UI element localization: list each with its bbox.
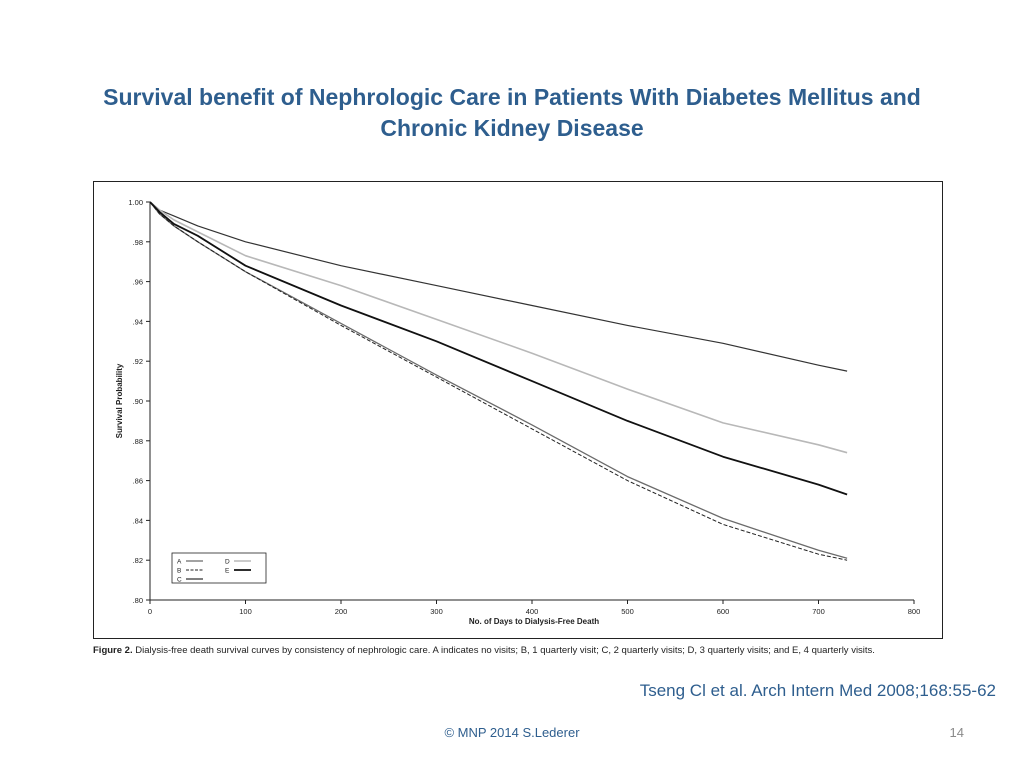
- figure-caption: Figure 2. Dialysis-free death survival c…: [93, 645, 953, 656]
- legend-label-e: E: [225, 568, 230, 575]
- legend-box: [171, 552, 267, 584]
- page-number: 14: [949, 725, 964, 740]
- y-tick-label: .86: [133, 477, 143, 486]
- x-tick-label: 400: [526, 607, 539, 616]
- x-tick-label: 500: [621, 607, 634, 616]
- y-tick-label: .96: [133, 278, 143, 287]
- x-tick-label: 200: [335, 607, 348, 616]
- x-tick-label: 0: [148, 607, 152, 616]
- y-tick-label: 1.00: [128, 198, 143, 207]
- y-tick-label: .82: [133, 556, 143, 565]
- legend-label-b: B: [177, 568, 181, 575]
- x-tick-label: 300: [430, 607, 443, 616]
- legend: ABC DE: [171, 552, 267, 584]
- series-line-a: [149, 201, 848, 559]
- y-tick-label: .80: [133, 596, 143, 605]
- y-tick-label: .94: [133, 317, 143, 326]
- x-tick-label: 800: [908, 607, 921, 616]
- y-tick-label: .84: [133, 516, 143, 525]
- series-line-e: [149, 201, 848, 496]
- caption-label: Figure 2.: [93, 645, 133, 656]
- y-tick-label: .90: [133, 397, 143, 406]
- x-tick-label: 600: [717, 607, 730, 616]
- figure-frame: .80 .82 .84 .86 .88 .90 .92 .94 .96 .98 1.00 0 100 20…: [93, 181, 943, 639]
- x-axis-label: No. of Days to Dialysis-Free Death: [469, 617, 599, 626]
- legend-label-c: C: [177, 577, 182, 584]
- legend-label-a: A: [177, 559, 182, 566]
- y-axis-label: Survival Probability: [115, 363, 124, 438]
- citation: Tseng Cl et al. Arch Intern Med 2008;168…: [639, 681, 996, 700]
- series-line-d: [149, 201, 848, 454]
- legend-label-d: D: [225, 559, 230, 566]
- y-tick-label: .92: [133, 357, 143, 366]
- slide-title: Survival benefit of Nephrologic Care in …: [103, 84, 921, 141]
- y-tick-label: .98: [133, 238, 143, 247]
- survival-chart: .80 .82 .84 .86 .88 .90 .92 .94 .96 .98 1.00 0 100 20…: [115, 198, 920, 626]
- y-tick-label: .88: [133, 437, 143, 446]
- x-tick-label: 100: [239, 607, 252, 616]
- footer-copyright: © MNP 2014 S.Lederer: [444, 725, 580, 740]
- x-tick-label: 700: [812, 607, 825, 616]
- series-layer: [149, 201, 848, 561]
- series-line-b: [149, 201, 848, 561]
- caption-text: Dialysis-free death survival curves by c…: [135, 645, 875, 656]
- axes-layer: .80 .82 .84 .86 .88 .90 .92 .94 .96 .98 1.00 0 100 20…: [128, 198, 920, 616]
- series-line-c: [149, 201, 848, 372]
